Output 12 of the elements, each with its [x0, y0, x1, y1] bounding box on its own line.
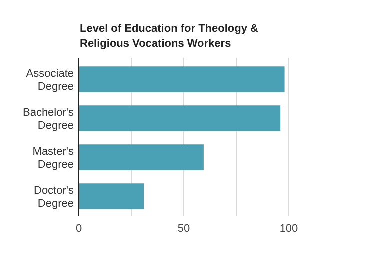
bar: [79, 66, 285, 92]
bar: [79, 184, 144, 210]
x-tick-label: 0: [76, 223, 82, 235]
bar: [79, 106, 281, 132]
chart-title: Level of Education for Theology & Religious Vocations Workers: [80, 23, 259, 50]
y-tick-label: Doctor's Degree: [34, 185, 74, 210]
x-tick-label: 100: [280, 223, 298, 235]
bar: [79, 144, 204, 170]
y-tick-label: Associate Degree: [26, 68, 74, 93]
y-tick-label: Master's Degree: [32, 146, 74, 171]
y-tick-label: Bachelor's Degree: [22, 107, 74, 132]
x-tick-label: 50: [178, 223, 190, 235]
